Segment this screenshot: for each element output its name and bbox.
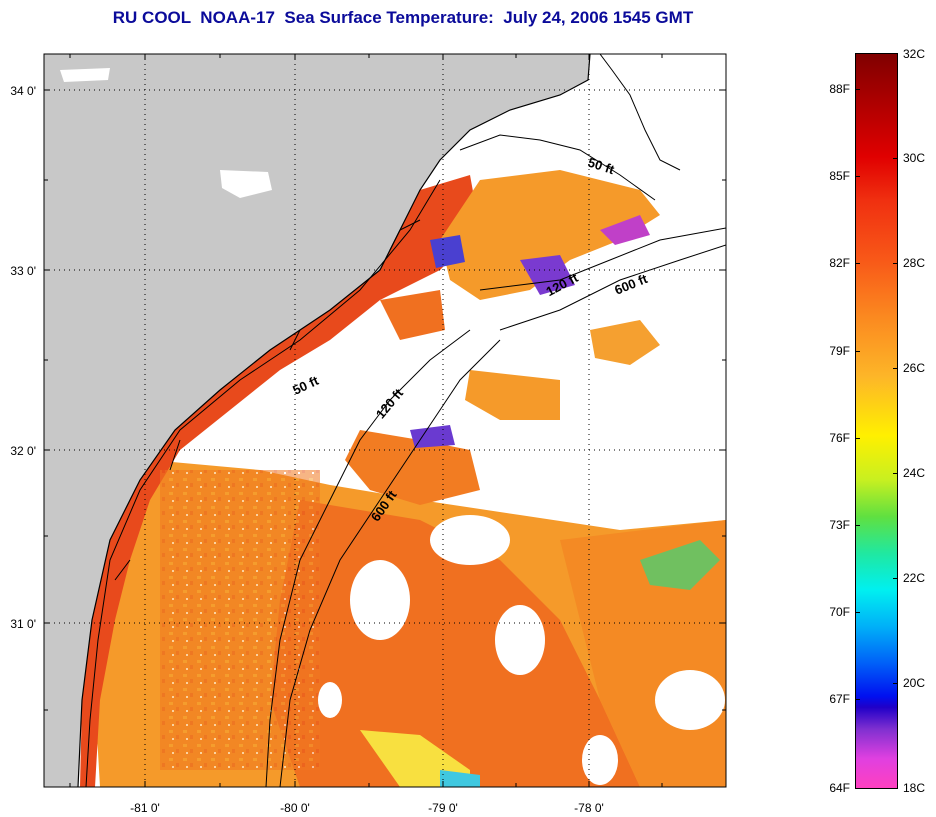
sst-patch-east — [590, 320, 660, 365]
coastline — [77, 54, 591, 787]
graticule — [44, 54, 726, 787]
sst-patch-south-center — [345, 430, 480, 505]
latitude-label: 33 0' — [10, 264, 36, 278]
cool-patch-3 — [430, 235, 465, 268]
colorbar-tick — [893, 473, 898, 474]
colorbar-f-label: 67F — [829, 692, 850, 706]
cool-patch-1 — [520, 255, 575, 295]
axis-ticks — [44, 54, 726, 787]
colorbar-tick — [855, 176, 860, 177]
colorbar-tick — [855, 263, 860, 264]
land-mass — [44, 54, 590, 787]
colorbar-f-label: 73F — [829, 518, 850, 532]
colorbar-c-label: 26C — [903, 361, 926, 375]
colorbar-tick — [855, 612, 860, 613]
sst-patch-center — [465, 370, 560, 420]
longitude-label: -80 0' — [280, 801, 310, 815]
latitude-label: 31 0' — [10, 617, 36, 631]
map-title: RU COOL NOAA-17 Sea Surface Temperature:… — [112, 8, 694, 27]
colorbar-tick — [893, 683, 898, 684]
colorbar-f-label: 76F — [829, 431, 850, 445]
longitude-label: -79 0' — [428, 801, 458, 815]
latitude-label: 34 0' — [10, 84, 36, 98]
cloud-gaps — [318, 405, 725, 785]
contour-600ft — [279, 244, 726, 787]
colorbar-tick — [855, 699, 860, 700]
longitude-label: -78 0' — [574, 801, 604, 815]
colorbar-f-label: 85F — [829, 169, 850, 183]
sst-patch-mid — [380, 290, 445, 340]
colorbar-c-label: 22C — [903, 571, 926, 585]
colorbar-f-label: 70F — [829, 605, 850, 619]
temperature-colorbar — [855, 53, 898, 789]
colorbar-c-label: 20C — [903, 676, 926, 690]
colorbar-tick — [855, 438, 860, 439]
longitude-label: -81 0' — [130, 801, 160, 815]
colorbar-f-label: 88F — [829, 82, 850, 96]
inland-white-spot — [220, 170, 272, 198]
colorbar-tick — [893, 263, 898, 264]
cool-patch-5 — [640, 540, 720, 590]
inland-white-spot — [60, 68, 110, 82]
colorbar-tick — [855, 351, 860, 352]
cool-patch-4 — [410, 425, 455, 448]
cool-patch-7 — [440, 770, 480, 787]
colorbar-tick — [855, 89, 860, 90]
latitude-label: 32 0' — [10, 444, 36, 458]
colorbar-c-label: 24C — [903, 466, 926, 480]
map-frame — [43, 53, 727, 788]
colorbar-c-label: 18C — [903, 781, 926, 795]
colorbar-f-label: 79F — [829, 344, 850, 358]
cool-patch-2 — [600, 215, 650, 245]
contour-50ft — [85, 134, 656, 787]
colorbar-tick — [893, 578, 898, 579]
colorbar-tick — [893, 158, 898, 159]
colorbar-c-label: 32C — [903, 47, 926, 61]
colorbar-f-label: 82F — [829, 256, 850, 270]
colorbar-f-label: 64F — [829, 781, 850, 795]
sst-patch-north — [440, 170, 660, 300]
sst-speckled-region — [160, 470, 320, 770]
colorbar-c-label: 30C — [903, 151, 926, 165]
colorbar-tick — [855, 525, 860, 526]
colorbar-c-label: 28C — [903, 256, 926, 270]
colorbar-tick — [893, 368, 898, 369]
